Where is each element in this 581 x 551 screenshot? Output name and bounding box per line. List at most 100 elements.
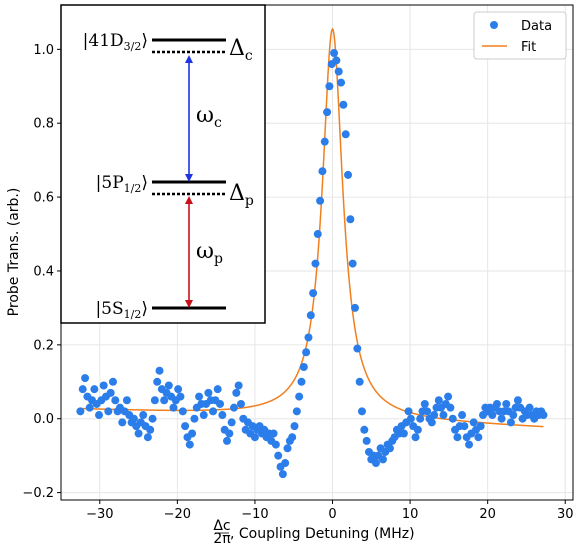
data-point [274, 451, 283, 460]
data-point [420, 399, 429, 408]
data-point [185, 440, 194, 449]
data-point [341, 130, 350, 139]
data-point [174, 385, 183, 394]
data-point [309, 289, 318, 298]
data-point [434, 396, 443, 405]
data-point [146, 425, 155, 434]
data-point [357, 407, 366, 416]
data-point [143, 433, 152, 442]
data-point [99, 381, 108, 390]
data-point [281, 459, 290, 468]
omega-c-label: ωc [196, 103, 222, 131]
data-point [474, 433, 483, 442]
data-point [213, 385, 222, 394]
x-tick-label: −20 [164, 507, 191, 522]
data-point [85, 403, 94, 412]
data-point [427, 418, 436, 427]
data-point [346, 215, 355, 224]
data-point [76, 407, 85, 416]
data-point [229, 403, 238, 412]
data-point [311, 259, 320, 268]
data-point [160, 396, 169, 405]
data-point [351, 303, 360, 312]
data-point [506, 418, 515, 427]
data-point [188, 429, 197, 438]
x-tick-label: 10 [402, 507, 419, 522]
inset-energy-diagram: |41D3/2⟩ Δc |5P1/2⟩ Δp |5S1/2⟩ ωc ωp [60, 4, 266, 324]
data-point [155, 366, 164, 375]
data-point [90, 385, 99, 394]
data-point [492, 399, 501, 408]
data-point [353, 344, 362, 353]
data-point [297, 377, 306, 386]
data-point [306, 311, 315, 320]
data-point [250, 433, 259, 442]
data-point [106, 388, 115, 397]
data-point [469, 418, 478, 427]
data-point [413, 425, 422, 434]
x-tick-label: −30 [86, 507, 113, 522]
data-point [227, 418, 236, 427]
data-point [539, 411, 548, 420]
data-point [204, 388, 213, 397]
data-point [360, 425, 369, 434]
data-point [497, 414, 506, 423]
data-point [223, 436, 232, 445]
data-point [153, 377, 162, 386]
data-point [95, 411, 104, 420]
data-point [448, 414, 457, 423]
data-point [439, 411, 448, 420]
data-point [176, 392, 185, 401]
data-point [334, 67, 343, 76]
x-tick-label: 20 [479, 507, 496, 522]
data-point [513, 396, 522, 405]
data-point [509, 411, 518, 420]
data-point [371, 459, 380, 468]
data-point [385, 444, 394, 453]
y-ticks: −0.2 0.0 0.2 0.4 0.6 0.8 1.0 [22, 43, 61, 501]
data-point [460, 422, 469, 431]
x-tick-label: −10 [241, 507, 268, 522]
y-tick-label: 0.0 [33, 412, 54, 427]
data-point [458, 411, 467, 420]
data-point [104, 407, 113, 416]
legend-box [473, 11, 567, 60]
data-point [292, 407, 301, 416]
legend: Data Fit [473, 11, 567, 60]
data-point [362, 436, 371, 445]
data-point [399, 429, 408, 438]
data-point [430, 411, 439, 420]
data-point [355, 377, 364, 386]
data-point [129, 414, 138, 423]
data-point [313, 230, 322, 239]
data-point [271, 440, 280, 449]
data-point [81, 374, 90, 383]
data-point [209, 407, 218, 416]
x-axis-label-denominator: 2π [213, 531, 231, 547]
inset-frame [60, 4, 266, 324]
data-point [169, 403, 178, 412]
data-point [278, 470, 287, 479]
data-point [378, 455, 387, 464]
y-tick-label: −0.2 [22, 486, 54, 501]
y-axis-label: Probe Trans. (arb.) [6, 188, 22, 317]
data-point [316, 196, 325, 205]
legend-label-fit: Fit [521, 40, 536, 55]
data-point [411, 433, 420, 442]
data-point [216, 399, 225, 408]
data-point [320, 137, 329, 146]
x-axis-label-text: , Coupling Detuning (MHz) [230, 526, 415, 542]
y-tick-label: 1.0 [33, 43, 54, 58]
data-point [344, 170, 353, 179]
data-point [134, 429, 143, 438]
legend-label-data: Data [521, 19, 552, 34]
data-point [118, 418, 127, 427]
data-point [465, 440, 474, 449]
level-41d-label: |41D3/2⟩ [83, 31, 148, 53]
data-point [339, 100, 348, 109]
data-point [423, 407, 432, 416]
data-point [164, 381, 173, 390]
data-point [195, 392, 204, 401]
data-point [181, 422, 190, 431]
x-tick-label: 0 [328, 507, 336, 522]
